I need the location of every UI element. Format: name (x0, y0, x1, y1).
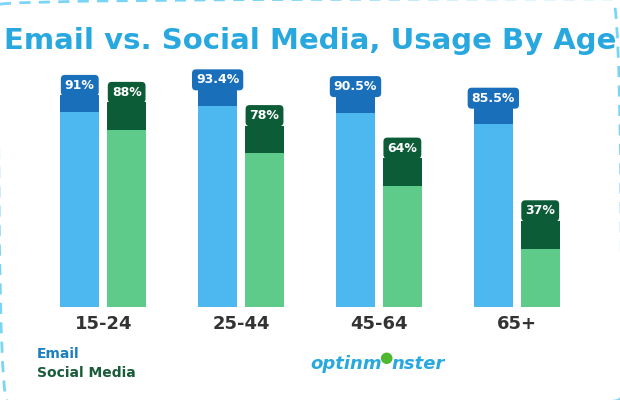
Bar (245, 126, 284, 307)
Bar (474, 108, 513, 307)
Text: Email: Email (37, 347, 80, 361)
Bar (198, 90, 237, 106)
Text: optinm: optinm (310, 355, 382, 373)
Text: nster: nster (392, 355, 445, 373)
Bar (521, 221, 559, 249)
Text: 64%: 64% (388, 142, 417, 154)
Bar (107, 102, 146, 307)
Bar (61, 95, 99, 112)
Bar (107, 102, 146, 130)
Text: 37%: 37% (525, 204, 555, 217)
Text: 88%: 88% (112, 86, 141, 99)
Bar (198, 90, 237, 307)
Title: Email vs. Social Media, Usage By Age: Email vs. Social Media, Usage By Age (4, 27, 616, 55)
Bar (521, 221, 559, 307)
Text: 91%: 91% (65, 79, 95, 92)
Text: ●: ● (379, 350, 392, 366)
Text: 93.4%: 93.4% (196, 73, 239, 86)
Bar (383, 158, 422, 186)
Bar (245, 126, 284, 154)
Text: Social Media: Social Media (37, 366, 136, 380)
Bar (474, 108, 513, 124)
Bar (336, 96, 375, 113)
Text: 85.5%: 85.5% (472, 92, 515, 105)
Text: 90.5%: 90.5% (334, 80, 377, 93)
Text: 78%: 78% (250, 109, 280, 122)
Bar (383, 158, 422, 307)
Bar (336, 96, 375, 307)
Bar (61, 95, 99, 307)
